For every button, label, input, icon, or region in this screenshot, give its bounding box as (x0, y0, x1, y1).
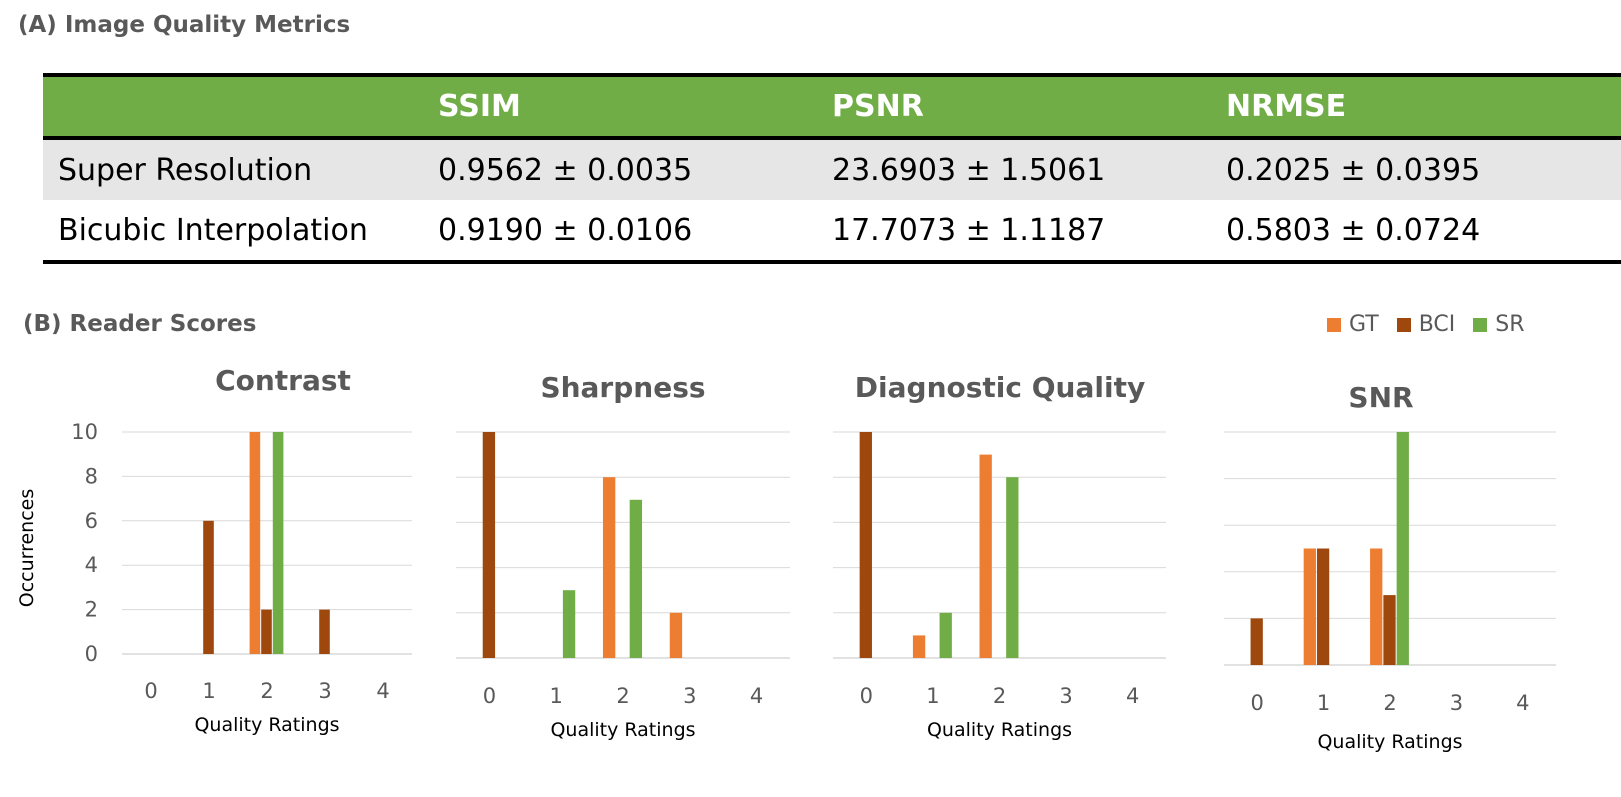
x-tick-label: 4 (750, 684, 763, 708)
chart-title: Diagnostic Quality (855, 371, 1145, 404)
x-axis-label: Quality Ratings (550, 719, 695, 741)
bar-gt (1370, 548, 1383, 665)
x-tick-label: 2 (260, 679, 273, 703)
row-label: Super Resolution (58, 152, 313, 188)
table-header-row: SSIM PSNR NRMSE (43, 73, 1621, 140)
x-tick-label: 2 (993, 684, 1006, 708)
x-tick-label: 3 (1059, 684, 1072, 708)
x-tick-label: 2 (1383, 691, 1396, 715)
chart-title: Sharpness (540, 371, 705, 404)
x-axis-label: Quality Ratings (194, 714, 339, 736)
bar-bci (1316, 548, 1330, 665)
x-tick-label: 2 (616, 684, 629, 708)
table-row: Super Resolution 0.9562 ± 0.0035 23.6903… (43, 138, 1621, 200)
x-tick-label: 1 (550, 684, 563, 708)
bar-bci (1383, 595, 1396, 665)
chart-title: SNR (1348, 381, 1413, 414)
bar-gt (912, 635, 926, 658)
x-tick-label: 1 (926, 684, 939, 708)
legend-swatch-bci (1396, 317, 1411, 332)
x-tick-label: 4 (1126, 684, 1139, 708)
bar-sr (939, 612, 952, 658)
legend-item-bci: BCI (1396, 312, 1456, 337)
chart-legend: GT BCI SR (1327, 312, 1525, 337)
y-tick-label: 6 (85, 509, 98, 533)
table-header-psnr: PSNR (832, 73, 1226, 140)
bar-bci (482, 432, 496, 658)
x-tick-label: 0 (1251, 691, 1264, 715)
ssim-value: 0.9562 ± 0.0035 (438, 152, 693, 188)
bar-sr (1006, 477, 1019, 658)
chart-title: Contrast (215, 364, 351, 397)
bar-gt (1303, 548, 1316, 665)
legend-label-bci: BCI (1418, 312, 1456, 337)
section-b-label: (B) Reader Scores (23, 311, 257, 337)
x-tick-label: 0 (144, 679, 157, 703)
legend-swatch-sr (1473, 317, 1488, 332)
x-tick-label: 4 (1516, 691, 1529, 715)
x-tick-label: 1 (202, 679, 215, 703)
y-tick-label: 8 (85, 464, 98, 488)
y-tick-label: 0 (85, 642, 98, 666)
y-axis-label: Occurrences (16, 489, 38, 608)
x-tick-label: 3 (683, 684, 696, 708)
nrmse-value: 0.5803 ± 0.0724 (1226, 212, 1481, 248)
psnr-value: 17.7073 ± 1.1187 (832, 212, 1106, 248)
ssim-value: 0.9190 ± 0.0106 (438, 212, 693, 248)
bar-bci (1250, 618, 1263, 665)
table-header-nrmse: NRMSE (1226, 73, 1621, 140)
x-axis-label: Quality Ratings (927, 719, 1072, 741)
bar-sr (272, 432, 284, 654)
row-label: Bicubic Interpolation (58, 212, 368, 248)
x-tick-label: 3 (1450, 691, 1463, 715)
bar-sr (629, 499, 643, 658)
bar-gt (979, 454, 992, 658)
table-header-ssim: SSIM (438, 73, 832, 140)
legend-item-sr: SR (1473, 312, 1525, 337)
bar-bci (261, 609, 272, 654)
x-axis-label: Quality Ratings (1317, 731, 1462, 753)
metrics-table: SSIM PSNR NRMSE Super Resolution 0.9562 … (43, 73, 1621, 264)
legend-item-gt: GT (1327, 312, 1379, 337)
x-tick-label: 0 (860, 684, 873, 708)
y-tick-label: 4 (85, 553, 98, 577)
y-tick-label: 10 (71, 420, 98, 444)
legend-label-gt: GT (1349, 312, 1379, 337)
bar-bci (859, 432, 872, 658)
bar-sr (562, 590, 576, 658)
nrmse-value: 0.2025 ± 0.0395 (1226, 152, 1481, 188)
psnr-value: 23.6903 ± 1.5061 (832, 152, 1106, 188)
bar-sr (1396, 432, 1409, 665)
bar-bci (203, 520, 214, 654)
bar-gt (602, 477, 616, 658)
x-tick-label: 3 (318, 679, 331, 703)
y-tick-label: 2 (85, 598, 98, 622)
legend-swatch-gt (1327, 317, 1341, 332)
x-tick-label: 4 (376, 679, 389, 703)
x-tick-label: 1 (1317, 691, 1330, 715)
bar-gt (669, 612, 683, 658)
legend-label-sr: SR (1495, 312, 1525, 337)
bar-gt (249, 432, 261, 654)
table-row: Bicubic Interpolation 0.9190 ± 0.0106 17… (43, 200, 1621, 262)
table-header-corner (43, 73, 438, 140)
section-a-label: (A) Image Quality Metrics (18, 12, 351, 38)
x-tick-label: 0 (483, 684, 496, 708)
bar-bci (319, 609, 330, 654)
